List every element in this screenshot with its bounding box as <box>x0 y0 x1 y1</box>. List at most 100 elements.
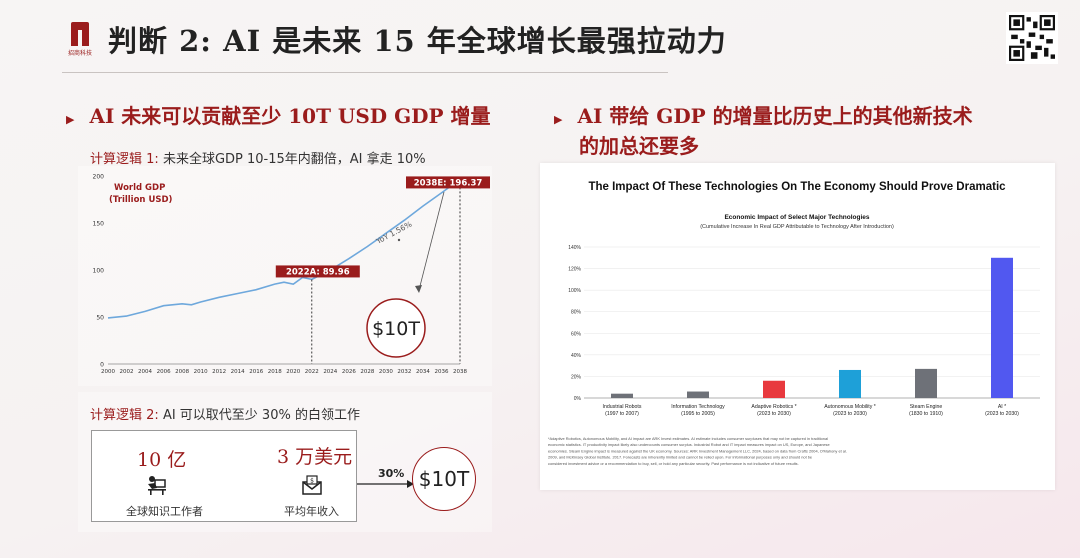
tech-impact-card: The Impact Of These Technologies On The … <box>540 163 1055 490</box>
bar-y-tick-label: 20% <box>571 374 582 380</box>
x-tick-label: 2020 <box>286 369 300 375</box>
bar-category-label: Autonomous Mobility * <box>824 404 876 410</box>
y-tick-label: 200 <box>93 174 105 181</box>
bar-1 <box>687 391 709 398</box>
x-tick-label: 2018 <box>268 369 282 375</box>
x-tick-label: 2038 <box>453 369 467 375</box>
bar-y-tick-label: 60% <box>571 331 582 337</box>
gdp-forecast-line <box>311 178 461 281</box>
bar-y-tick-label: 100% <box>568 288 581 294</box>
bar-0 <box>611 393 633 398</box>
yoy-dot <box>397 238 401 242</box>
workers-label: 全球知识工作者 <box>126 505 203 518</box>
bar-y-tick-label: 120% <box>568 267 581 273</box>
svg-text:$: $ <box>310 478 314 485</box>
bar-category-label: Industrial Robots <box>603 404 642 410</box>
logic1-label: 计算逻辑 1: <box>90 152 159 167</box>
bar-footnote-line: economic statistics. IT productivity imp… <box>548 442 830 447</box>
chart-10t-text: $10T <box>372 318 420 340</box>
pointer-arrowhead <box>415 285 422 293</box>
pointer-line <box>418 191 445 291</box>
x-tick-label: 2028 <box>360 369 374 375</box>
bar-chart-title: The Impact Of These Technologies On The … <box>588 181 1006 193</box>
qr-code-icon <box>1009 15 1055 61</box>
bar-category-label: Information Technology <box>671 404 725 410</box>
workforce-box: 10 亿 全球知识工作者 3 万美元 $ 平均年收入 <box>91 430 357 522</box>
bar-category-period: (2023 to 2030) <box>757 411 791 417</box>
x-tick-label: 2002 <box>120 369 134 375</box>
logic2-caption: 计算逻辑 2: AI 可以取代至少 30% 的白领工作 <box>90 404 360 423</box>
logic1-caption: 计算逻辑 1: 未来全球GDP 10-15年内翻倍，AI 拿走 10% <box>90 148 426 167</box>
chart-title-line2: (Trillion USD) <box>109 195 173 205</box>
page-title: 判断 2: AI 是未来 15 年全球增长最强拉动力 <box>108 24 727 58</box>
right-bullet-line2: 的加总还要多 <box>579 134 699 158</box>
x-tick-label: 2014 <box>231 369 245 375</box>
chart-10t-circle <box>366 298 426 358</box>
label-2022: 2022A: 89.96 <box>286 267 350 277</box>
chart-title-line1: World GDP <box>114 183 165 193</box>
bar-category-label: Steam Engine <box>910 404 943 410</box>
x-tick-label: 2026 <box>342 369 356 375</box>
bar-chart-subtitle2: (Cumulative Increase In Real GDP Attribu… <box>700 224 894 230</box>
left-bullet: ▶ AI 未来可以贡献至少 10T USD GDP 增量 <box>66 103 491 133</box>
bar-category-period: (1995 to 2005) <box>681 411 715 417</box>
bar-footnote-line: *Adaptive Robotics, Autonomous Mobility,… <box>548 436 828 441</box>
desk-worker-icon <box>148 476 166 495</box>
x-tick-label: 2012 <box>212 369 226 375</box>
bar-chart-subtitle: Economic Impact of Select Major Technolo… <box>724 214 869 221</box>
title-divider <box>62 72 668 73</box>
bar-category-period: (1997 to 2007) <box>605 411 639 417</box>
bullet-triangle-icon: ▶ <box>66 113 75 126</box>
income-value: 3 万美元 <box>277 446 353 468</box>
right-bullet-line1: AI 带给 GDP 的增量比历史上的其他新技术 <box>577 104 973 128</box>
logic2-label: 计算逻辑 2: <box>90 408 159 423</box>
logic2-text: AI 可以取代至少 30% 的白领工作 <box>162 408 360 423</box>
bar-category-label: Adaptive Robotics * <box>751 404 796 410</box>
label-2038: 2038E: 196.37 <box>414 178 483 188</box>
bar-y-tick-label: 140% <box>568 245 581 251</box>
x-tick-label: 2006 <box>157 369 171 375</box>
x-tick-label: 2036 <box>434 369 448 375</box>
y-tick-label: 0 <box>100 362 104 369</box>
x-tick-label: 2016 <box>249 369 263 375</box>
gdp-line-chart: 0 50 100 150 200 2000 2002 2004 2006 2008 2010 2012… <box>93 174 490 375</box>
bar-3 <box>839 369 861 398</box>
bullet-triangle-icon: ▶ <box>554 113 563 126</box>
y-tick-label: 150 <box>93 221 105 228</box>
label-2038-bg <box>406 176 490 189</box>
x-tick-label: 2024 <box>323 369 337 375</box>
income-label: 平均年收入 <box>284 505 339 518</box>
bar-footnote-line: economies. Steam Engine impact is measur… <box>548 448 847 453</box>
x-tick-label: 2034 <box>416 369 430 375</box>
bar-category-period: (1830 to 1910) <box>909 411 943 417</box>
bar-category-period: (2023 to 2030) <box>833 411 867 417</box>
bar-y-tick-label: 80% <box>571 310 582 316</box>
x-tick-label: 2022 <box>305 369 319 375</box>
x-tick-label: 2008 <box>175 369 189 375</box>
salary-envelope-icon: $ <box>302 475 322 495</box>
arrow-percent: 30% <box>378 467 405 480</box>
bar-category-period: (2023 to 2030) <box>985 411 1019 417</box>
gdp-history-line <box>107 276 312 319</box>
bar-footnote-line: considered investment advice or a recomm… <box>548 461 799 466</box>
label-2022-bg <box>275 265 360 278</box>
bar-category-label: AI * <box>998 404 1006 410</box>
result-10t-circle: $10T <box>412 447 476 511</box>
logo-mark <box>71 22 89 46</box>
yoy-annotation: YoY 1.56% <box>374 220 414 247</box>
x-tick-label: 2000 <box>101 369 115 375</box>
bar-footnote-line: 2009, and McKinsey Global Institute. 201… <box>548 455 812 460</box>
bar-y-tick-label: 0% <box>574 396 582 402</box>
qr-code <box>1006 12 1058 64</box>
logo-text: 招商科技 <box>67 50 92 57</box>
bar-2 <box>763 380 785 398</box>
right-bullet: ▶ AI 带给 GDP 的增量比历史上的其他新技术 的加总还要多 <box>554 103 973 160</box>
y-tick-label: 50 <box>96 315 104 322</box>
bar-5 <box>991 257 1013 398</box>
logic1-text: 未来全球GDP 10-15年内翻倍，AI 拿走 10% <box>162 152 426 167</box>
bar-y-tick-label: 40% <box>571 353 582 359</box>
x-tick-label: 2004 <box>138 369 152 375</box>
x-tick-label: 2032 <box>397 369 411 375</box>
arrow-right-icon <box>357 480 414 488</box>
x-tick-label: 2030 <box>379 369 393 375</box>
